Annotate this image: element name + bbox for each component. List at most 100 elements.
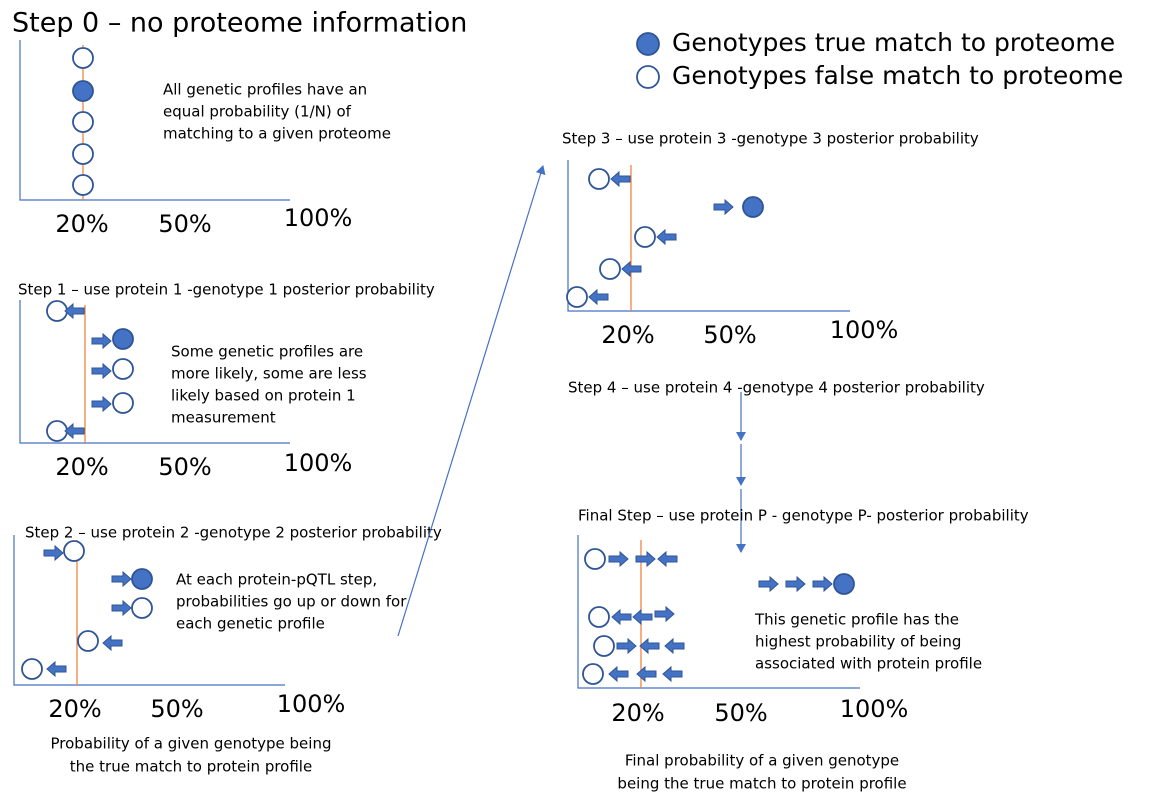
text-line: equal probability (1/N) of (163, 103, 352, 121)
text-line: matching to a given proteome (163, 125, 391, 143)
axis-label: 20% (55, 210, 108, 238)
axis-label: 100% (284, 204, 353, 232)
shift-arrow (43, 544, 64, 562)
step-heading: Step 2 – use protein 2 -genotype 2 poste… (25, 524, 442, 542)
shift-arrow (636, 665, 657, 683)
shift-arrow (639, 637, 660, 655)
axis-label: 50% (714, 699, 767, 727)
axis-label: 50% (150, 695, 203, 723)
false-match-marker (588, 168, 610, 190)
false-match-marker (21, 658, 43, 680)
false-match-marker (46, 300, 68, 322)
legend-label: Genotypes false match to proteome (672, 61, 1123, 90)
shift-arrow (621, 260, 642, 278)
axis (19, 40, 290, 201)
axis-label: 50% (703, 321, 756, 349)
shift-arrow (662, 665, 683, 683)
false-match-marker (112, 392, 134, 414)
axis (19, 300, 290, 444)
shift-arrow (656, 228, 677, 246)
false-match-marker (588, 606, 610, 628)
false-match-marker (63, 540, 85, 562)
axis (567, 160, 850, 312)
shift-arrow (611, 608, 632, 626)
text-line: probabilities go up or down for (176, 593, 407, 611)
false-match-marker (72, 111, 94, 133)
axis-label: 100% (277, 690, 346, 718)
shift-arrow (111, 570, 132, 588)
shift-arrow (608, 665, 629, 683)
true-match-marker (112, 328, 134, 350)
text-line: being the true match to protein profile (617, 775, 906, 793)
false-match-marker (634, 226, 656, 248)
false-match-marker (584, 548, 606, 570)
shift-arrow (616, 637, 637, 655)
shift-arrow (812, 575, 833, 593)
false-match-marker (582, 663, 604, 685)
false-match-marker (599, 258, 621, 280)
shift-arrow (91, 362, 112, 380)
false-match-marker (131, 597, 153, 619)
shift-arrow (635, 550, 656, 568)
true-match-marker (131, 568, 153, 590)
text-line: each genetic profile (176, 615, 325, 633)
text-line: measurement (171, 409, 276, 427)
axis-label: 100% (830, 316, 899, 344)
true-match-marker (833, 573, 855, 595)
text-line: Final probability of a given genotype (625, 752, 899, 770)
shift-arrow (91, 395, 112, 413)
shift-arrow (610, 170, 631, 188)
text-line: highest probability of being (755, 633, 961, 651)
text-line: likely based on protein 1 (171, 387, 356, 405)
false-match-marker (636, 65, 660, 89)
false-match-marker (46, 420, 68, 442)
false-match-marker (593, 635, 615, 657)
shift-arrow (664, 637, 685, 655)
title: Step 0 – no proteome information (12, 8, 467, 39)
step-heading: Step 4 – use protein 4 -genotype 4 poste… (568, 379, 985, 397)
text-line: Probability of a given genotype being (51, 735, 332, 753)
connector-arrow (397, 165, 546, 637)
shift-arrow (111, 599, 132, 617)
text-line: the true match to protein profile (70, 758, 312, 776)
axis-label: 20% (611, 699, 664, 727)
shift-arrow (785, 575, 806, 593)
step-heading: Step 3 – use protein 3 -genotype 3 poste… (562, 130, 979, 148)
axis (13, 535, 285, 686)
axis-label: 20% (601, 321, 654, 349)
axis-label: 100% (840, 695, 909, 723)
axis (577, 535, 860, 689)
true-match-marker (742, 196, 764, 218)
axis-label: 50% (158, 210, 211, 238)
legend-label: Genotypes true match to proteome (672, 28, 1115, 57)
shift-arrow (713, 198, 734, 216)
axis-label: 20% (55, 453, 108, 481)
text-line: Some genetic profiles are (171, 343, 363, 361)
step-heading: Final Step – use protein P - genotype P-… (578, 507, 1029, 525)
shift-arrow (608, 550, 629, 568)
step-heading: Step 1 – use protein 1 -genotype 1 poste… (18, 281, 435, 299)
shift-arrow (64, 422, 85, 440)
axis-label: 50% (158, 453, 211, 481)
text-line: more likely, some are less (171, 365, 367, 383)
false-match-marker (72, 174, 94, 196)
shift-arrow (632, 608, 653, 626)
text-line: This genetic profile has the (754, 611, 959, 629)
text-line: All genetic profiles have an (163, 81, 367, 99)
true-match-marker (72, 80, 94, 102)
false-match-marker (72, 143, 94, 165)
true-match-marker (636, 32, 660, 56)
shift-arrow (46, 660, 67, 678)
false-match-marker (112, 358, 134, 380)
axis-label: 20% (48, 695, 101, 723)
false-match-marker (77, 630, 99, 652)
shift-arrow (657, 550, 678, 568)
shift-arrow (654, 605, 675, 623)
axis-label: 100% (284, 449, 353, 477)
false-match-marker (566, 286, 588, 308)
shift-arrow (102, 634, 123, 652)
shift-arrow (91, 332, 112, 350)
shift-arrow (64, 302, 85, 320)
text-line: associated with protein profile (755, 655, 982, 673)
